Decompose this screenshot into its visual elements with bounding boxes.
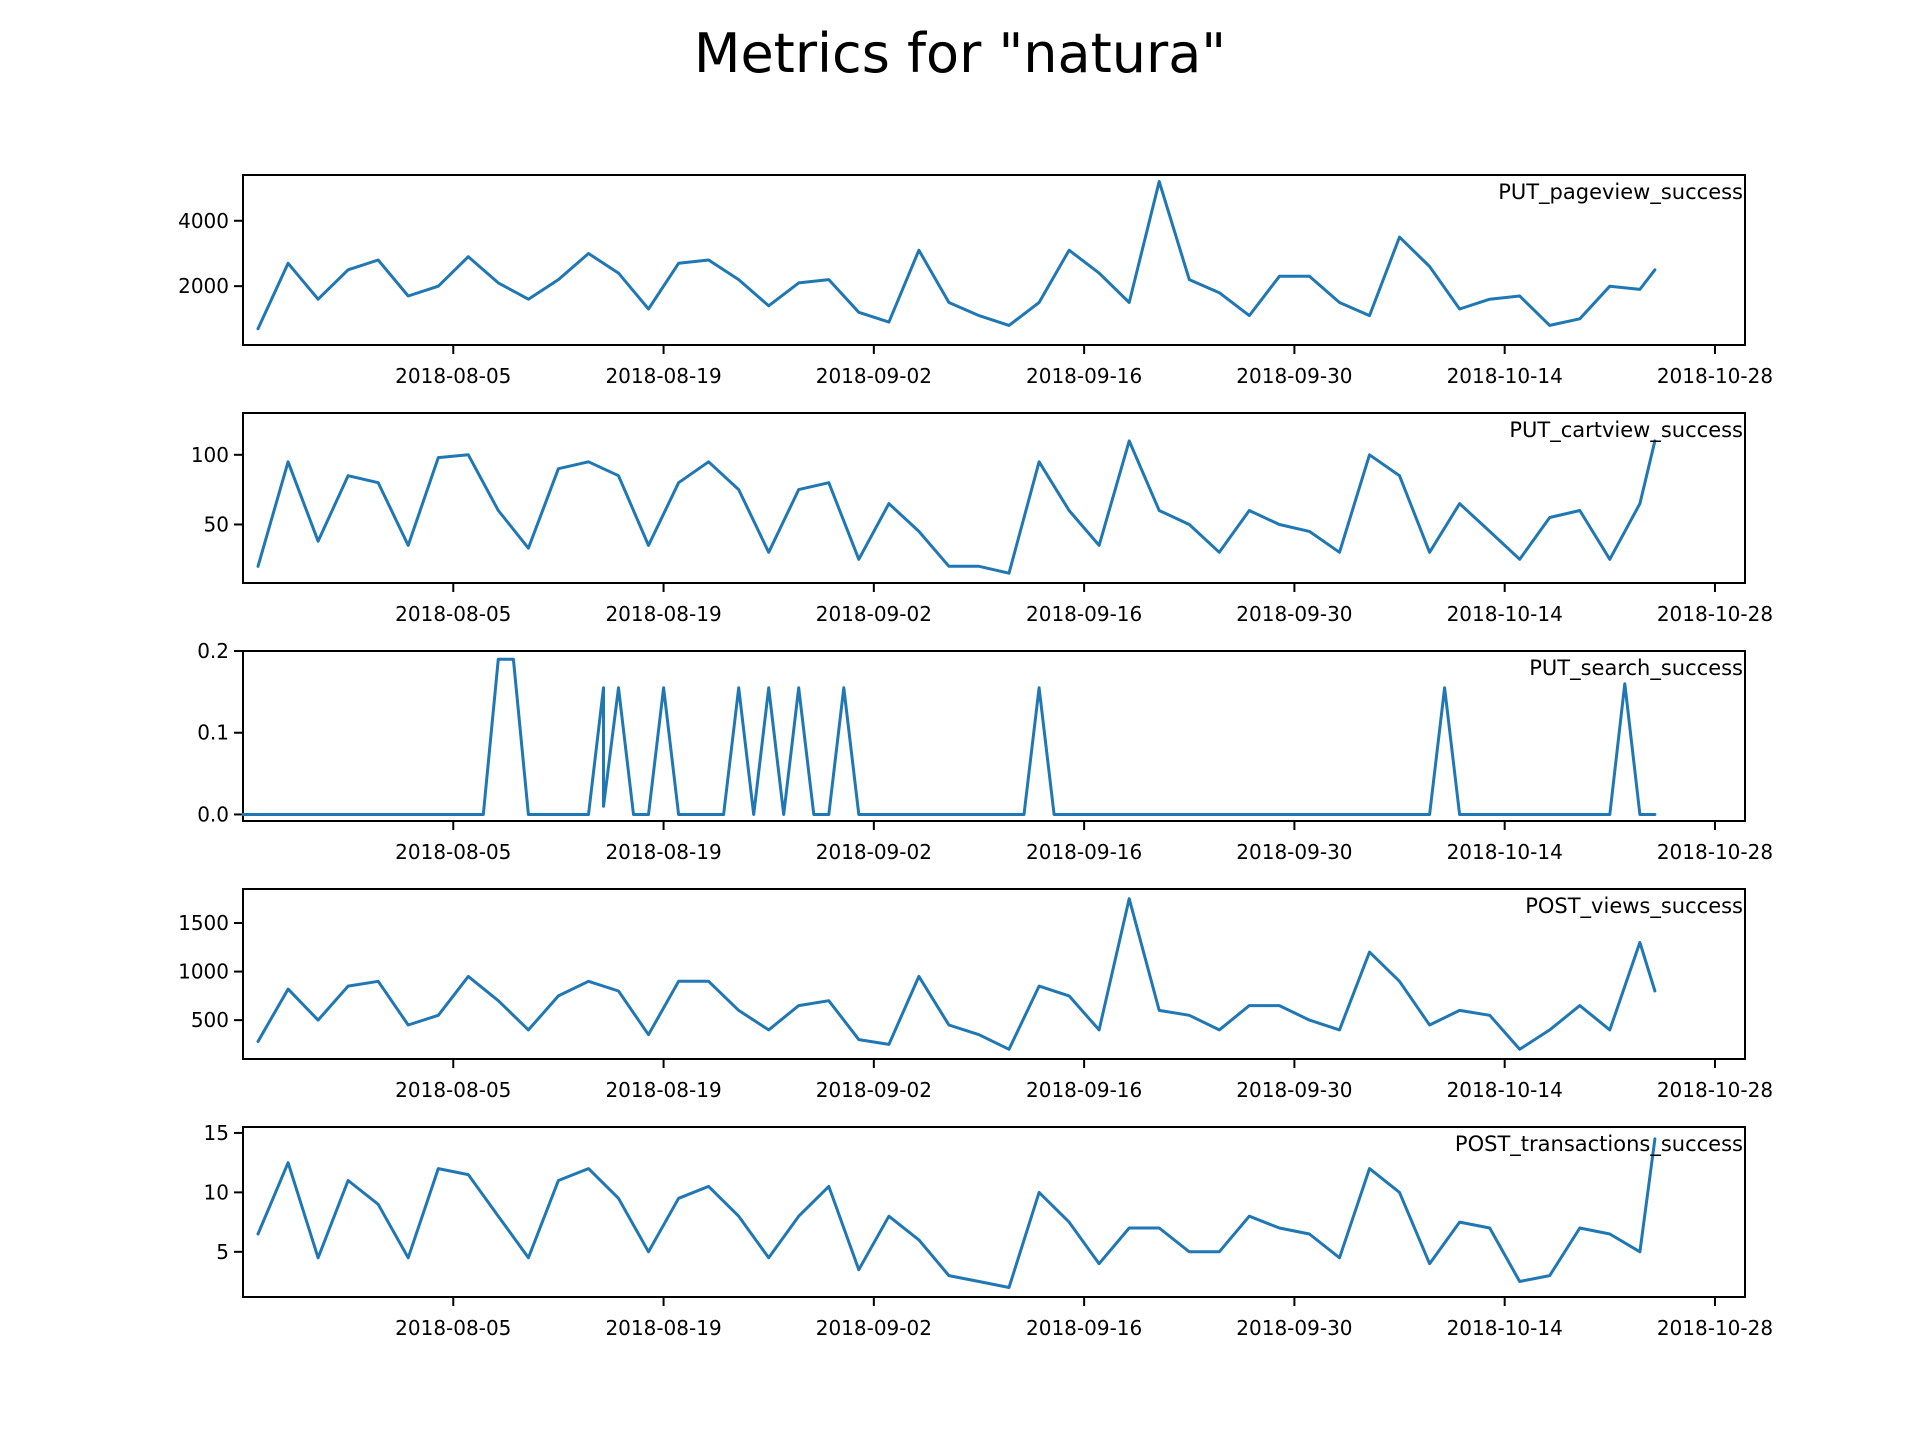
series-line — [256, 439, 1657, 575]
x-tick-label: 2018-08-19 — [605, 602, 721, 626]
series-line — [256, 1137, 1657, 1289]
series-line — [256, 897, 1657, 1051]
x-tick-label: 2018-08-05 — [395, 1316, 511, 1340]
x-tick-label: 2018-08-05 — [395, 602, 511, 626]
y-tick-label: 0.2 — [197, 639, 229, 663]
y-tick-label: 5 — [216, 1240, 229, 1264]
x-tick-label: 2018-10-14 — [1447, 602, 1563, 626]
axes-frame — [242, 888, 1746, 1060]
x-tick-label: 2018-10-14 — [1447, 1078, 1563, 1102]
axes-frame — [242, 1126, 1746, 1298]
axes-frame — [242, 174, 1746, 346]
y-tick-label: 2000 — [178, 274, 229, 298]
x-tick-label: 2018-10-28 — [1657, 840, 1773, 864]
x-tick-label: 2018-08-19 — [605, 1078, 721, 1102]
x-tick-label: 2018-10-28 — [1657, 1078, 1773, 1102]
panel-1: 2018-08-05 2018-08-19 2018-09-02 2018-09-16… — [178, 174, 1773, 388]
panel-5: 2018-08-05 2018-08-19 2018-09-02 2018-09-16… — [204, 1121, 1774, 1340]
y-tick-label: 50 — [204, 512, 229, 536]
x-tick-label: 2018-09-30 — [1236, 840, 1352, 864]
series-label: POST_views_success — [1525, 894, 1743, 919]
series-line — [241, 657, 1657, 816]
y-tick-label: 500 — [191, 1008, 229, 1032]
series-label: PUT_cartview_success — [1509, 418, 1743, 443]
x-tick-label: 2018-08-19 — [605, 840, 721, 864]
axes-frame — [242, 650, 1746, 822]
y-tick-label: 0.1 — [197, 721, 229, 745]
y-tick-label: 100 — [191, 443, 229, 467]
y-tick-label: 10 — [204, 1180, 229, 1204]
series-line — [256, 180, 1657, 331]
figure-title: Metrics for "natura" — [694, 22, 1226, 85]
x-tick-label: 2018-09-16 — [1026, 602, 1142, 626]
panel-2: 2018-08-05 2018-08-19 2018-09-02 2018-09-16… — [191, 412, 1773, 626]
x-tick-label: 2018-08-19 — [605, 1316, 721, 1340]
y-tick-label: 0.0 — [197, 802, 229, 826]
y-tick-label: 4000 — [178, 209, 229, 233]
x-tick-label: 2018-10-14 — [1447, 364, 1563, 388]
x-tick-label: 2018-09-16 — [1026, 1316, 1142, 1340]
x-tick-label: 2018-09-16 — [1026, 840, 1142, 864]
x-tick-label: 2018-10-28 — [1657, 602, 1773, 626]
series-label: POST_transactions_success — [1455, 1132, 1743, 1157]
series-label: PUT_pageview_success — [1498, 180, 1743, 205]
x-tick-label: 2018-09-30 — [1236, 602, 1352, 626]
y-tick-label: 1000 — [178, 960, 229, 984]
panels: 2018-08-05 2018-08-19 2018-09-02 2018-09-16… — [178, 174, 1774, 1340]
x-tick-label: 2018-09-30 — [1236, 364, 1352, 388]
x-tick-label: 2018-08-05 — [395, 1078, 511, 1102]
x-tick-label: 2018-09-30 — [1236, 1316, 1352, 1340]
x-tick-label: 2018-09-16 — [1026, 1078, 1142, 1102]
x-tick-label: 2018-10-14 — [1447, 840, 1563, 864]
x-tick-label: 2018-08-19 — [605, 364, 721, 388]
panel-4: 2018-08-05 2018-08-19 2018-09-02 2018-09-16… — [178, 888, 1773, 1102]
y-tick-label: 15 — [204, 1121, 229, 1145]
x-tick-label: 2018-09-02 — [816, 1316, 932, 1340]
x-tick-label: 2018-10-28 — [1657, 364, 1773, 388]
x-tick-label: 2018-09-02 — [816, 1078, 932, 1102]
x-tick-label: 2018-08-05 — [395, 364, 511, 388]
x-tick-label: 2018-10-28 — [1657, 1316, 1773, 1340]
y-tick-label: 1500 — [178, 911, 229, 935]
x-tick-label: 2018-09-02 — [816, 602, 932, 626]
series-label: PUT_search_success — [1529, 656, 1743, 681]
x-tick-label: 2018-10-14 — [1447, 1316, 1563, 1340]
x-tick-label: 2018-09-30 — [1236, 1078, 1352, 1102]
x-tick-label: 2018-09-02 — [816, 840, 932, 864]
x-tick-label: 2018-08-05 — [395, 840, 511, 864]
panel-3: 2018-08-05 2018-08-19 2018-09-02 2018-09-16… — [197, 639, 1773, 864]
x-tick-label: 2018-09-16 — [1026, 364, 1142, 388]
x-tick-label: 2018-09-02 — [816, 364, 932, 388]
axes-frame — [242, 412, 1746, 584]
